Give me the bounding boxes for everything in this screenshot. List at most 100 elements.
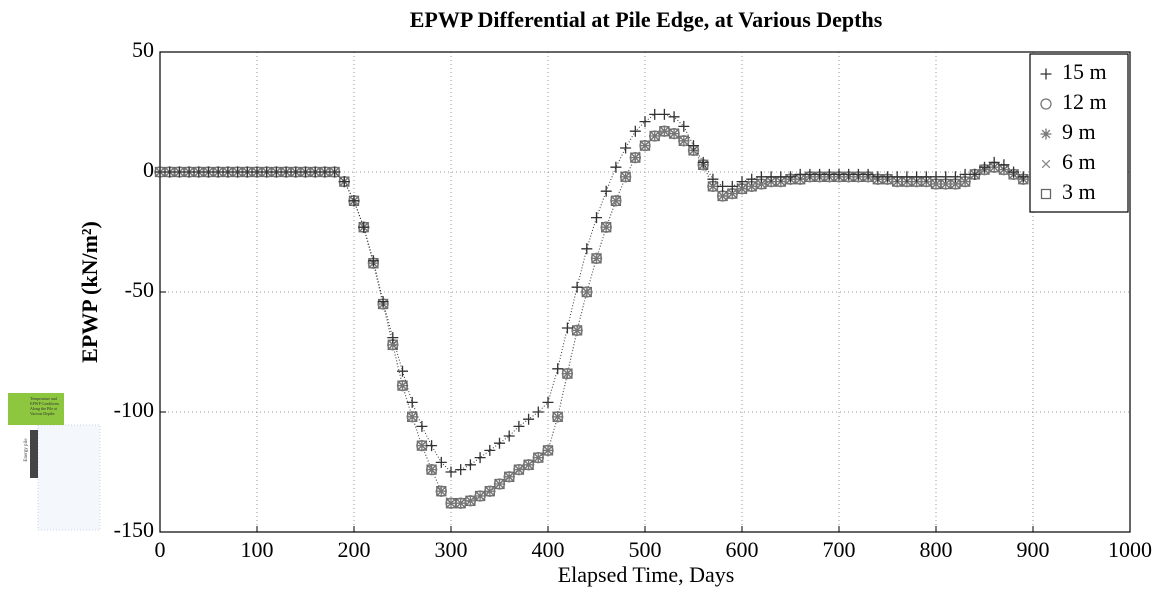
inset-banner xyxy=(8,393,64,425)
x-tick-label: 400 xyxy=(532,537,565,562)
y-tick-label: -150 xyxy=(114,517,154,542)
marker xyxy=(658,108,670,120)
marker xyxy=(367,255,379,267)
marker xyxy=(891,171,903,183)
marker xyxy=(377,296,389,308)
marker xyxy=(668,127,680,140)
marker xyxy=(707,173,719,185)
marker xyxy=(173,166,185,178)
marker xyxy=(406,411,418,423)
marker xyxy=(464,495,477,507)
marker xyxy=(619,171,632,183)
marker xyxy=(406,411,418,423)
marker xyxy=(397,380,408,392)
legend: 15 m 12 m 9 m 6 m 3 m xyxy=(1029,53,1129,213)
marker xyxy=(503,471,515,483)
marker xyxy=(639,139,651,152)
chart-title: EPWP Differential at Pile Edge, at Vario… xyxy=(410,7,883,32)
y-tick-label: 50 xyxy=(132,37,154,62)
marker xyxy=(872,171,884,183)
legend-marker xyxy=(1040,188,1052,200)
marker xyxy=(484,485,496,497)
marker xyxy=(785,171,796,183)
marker xyxy=(183,166,195,178)
legend-label: 15 m xyxy=(1062,59,1107,84)
marker xyxy=(678,135,690,147)
marker xyxy=(901,171,913,183)
marker xyxy=(300,166,311,178)
marker xyxy=(600,221,612,233)
marker xyxy=(726,180,738,192)
legend-label: 9 m xyxy=(1062,119,1096,144)
legend-label: 6 m xyxy=(1062,149,1096,174)
marker xyxy=(862,168,874,180)
marker xyxy=(959,176,971,188)
marker xyxy=(416,420,428,432)
marker xyxy=(882,171,893,183)
marker xyxy=(736,176,748,188)
x-tick-label: 800 xyxy=(920,537,953,562)
marker xyxy=(920,171,932,183)
marker xyxy=(688,140,699,152)
marker xyxy=(523,459,535,471)
marker xyxy=(610,195,622,207)
marker xyxy=(222,166,234,178)
marker xyxy=(726,188,738,200)
marker xyxy=(561,322,573,334)
legend-marker xyxy=(1040,128,1052,140)
marker xyxy=(464,459,476,471)
marker xyxy=(348,195,360,207)
marker xyxy=(591,212,602,224)
marker xyxy=(804,168,816,180)
marker xyxy=(493,478,506,490)
marker xyxy=(542,396,554,408)
marker xyxy=(542,444,554,456)
marker xyxy=(998,159,1010,171)
marker xyxy=(649,130,661,142)
marker xyxy=(755,171,767,183)
y-axis-label: EPWP (kN/m²) xyxy=(77,221,102,363)
marker xyxy=(930,178,942,190)
marker xyxy=(639,116,651,128)
inset-grid xyxy=(37,424,101,531)
y-tick-label: 0 xyxy=(143,157,154,182)
marker xyxy=(678,135,690,147)
marker xyxy=(532,451,544,464)
x-tick-label: 0 xyxy=(155,537,166,562)
marker xyxy=(629,151,641,164)
marker xyxy=(319,166,331,178)
marker xyxy=(697,156,709,168)
marker xyxy=(523,413,535,425)
marker xyxy=(600,185,612,197)
marker xyxy=(329,166,341,178)
marker xyxy=(455,464,467,476)
marker xyxy=(532,406,544,418)
marker xyxy=(290,166,302,178)
marker xyxy=(445,466,457,478)
marker xyxy=(610,161,622,173)
legend-label: 3 m xyxy=(1062,179,1096,204)
marker xyxy=(1017,171,1029,183)
marker xyxy=(261,166,273,178)
marker xyxy=(203,166,214,178)
marker xyxy=(455,497,467,509)
marker xyxy=(629,125,641,137)
marker xyxy=(280,166,292,178)
marker xyxy=(949,171,961,183)
marker xyxy=(387,332,399,344)
marker xyxy=(270,166,282,178)
marker xyxy=(416,440,428,452)
marker xyxy=(552,411,564,423)
marker xyxy=(387,339,399,351)
marker xyxy=(717,190,729,202)
x-tick-label: 900 xyxy=(1017,537,1050,562)
marker xyxy=(852,168,864,180)
x-axis-label: Elapsed Time, Days xyxy=(558,562,735,587)
marker xyxy=(707,180,719,192)
marker xyxy=(668,128,680,140)
marker xyxy=(969,168,981,180)
x-tick-label: 500 xyxy=(629,537,662,562)
marker xyxy=(988,156,1000,168)
